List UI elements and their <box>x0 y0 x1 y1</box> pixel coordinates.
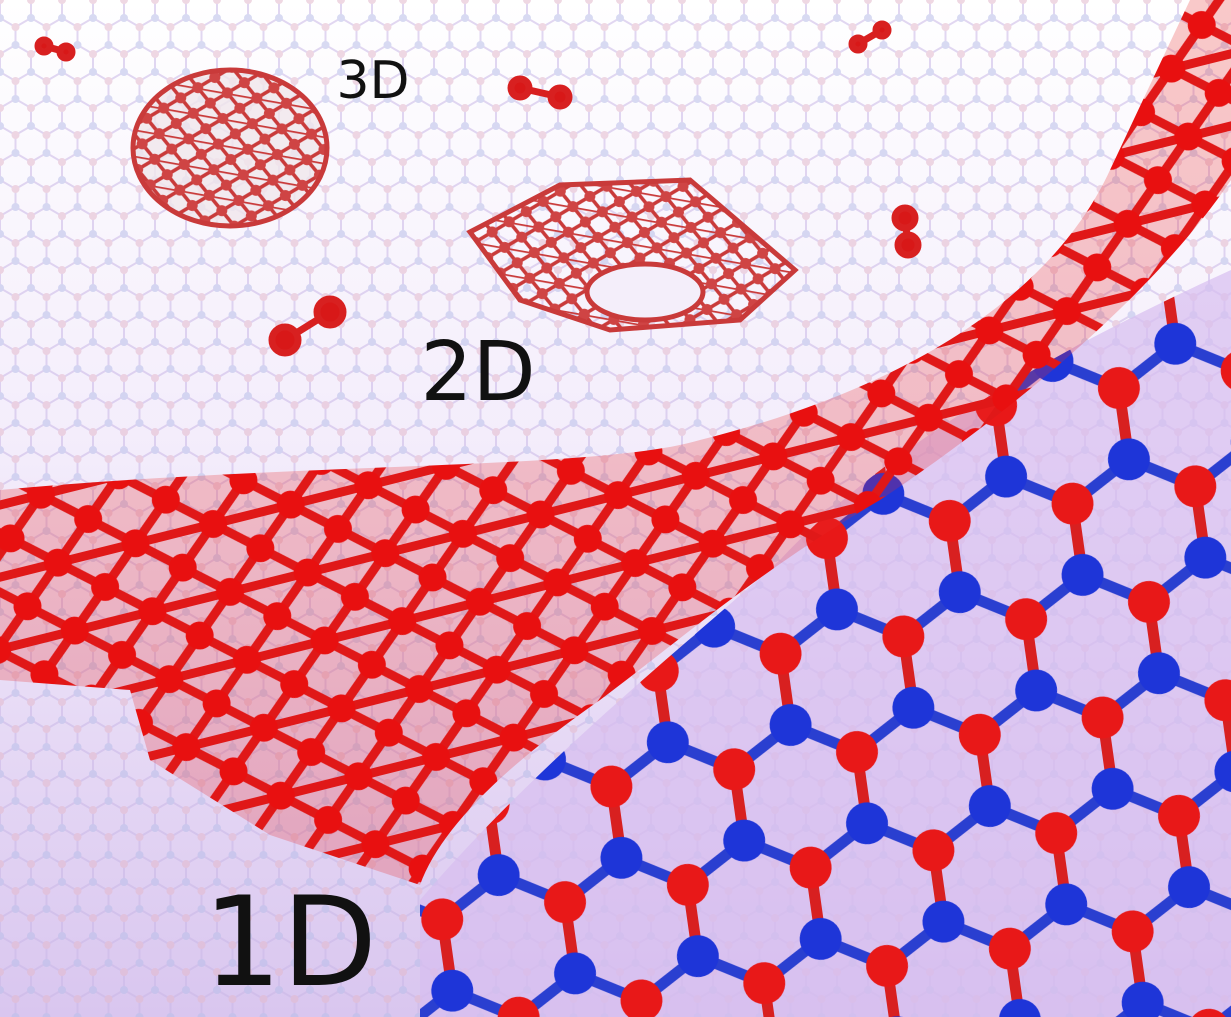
label-1d: 1D <box>203 871 377 1015</box>
cluster-3d <box>130 67 330 229</box>
cluster-2d <box>466 177 799 333</box>
label-2d: 2D <box>420 325 535 420</box>
label-3d: 3D <box>336 51 409 111</box>
dimers <box>34 20 922 357</box>
boron-ribbon <box>0 0 1231 885</box>
